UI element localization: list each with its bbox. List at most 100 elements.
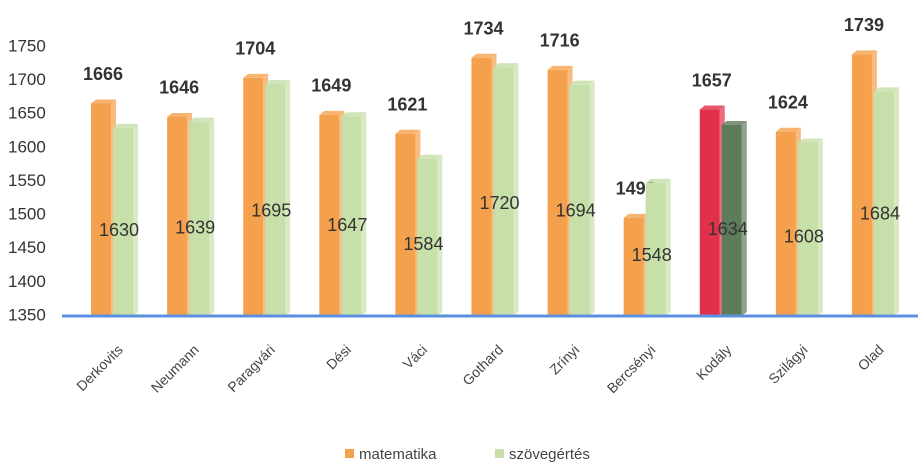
bar-top xyxy=(243,73,269,78)
bar-top xyxy=(417,154,443,159)
value-label: 1646 xyxy=(159,78,199,98)
y-tick-label: 1450 xyxy=(8,238,46,257)
legend-swatch xyxy=(495,449,504,458)
value-label: 1630 xyxy=(99,220,139,240)
bar-top xyxy=(623,213,649,218)
bar-side xyxy=(361,112,367,316)
bar-top xyxy=(113,123,139,128)
bar xyxy=(797,142,818,316)
y-tick-label: 1550 xyxy=(8,171,46,190)
x-tick-label: Bercsényi xyxy=(604,341,659,396)
y-tick-label: 1400 xyxy=(8,272,46,291)
bar xyxy=(319,114,340,316)
value-label: 1634 xyxy=(708,219,748,239)
x-tick-label: Olad xyxy=(854,341,886,373)
x-tick-label: Kodály xyxy=(693,341,735,383)
bar-top xyxy=(471,53,497,58)
bar xyxy=(471,57,492,316)
bar xyxy=(873,91,894,316)
bar-top xyxy=(721,121,747,126)
value-label: 1716 xyxy=(540,31,580,51)
legend-label: matematika xyxy=(359,446,437,463)
value-label: 1608 xyxy=(784,227,824,247)
bar-side xyxy=(741,121,747,316)
bar xyxy=(721,125,742,316)
bar-top xyxy=(493,63,519,68)
bar xyxy=(395,133,416,316)
x-tick-label: Gothard xyxy=(459,341,506,388)
value-label: 1647 xyxy=(327,215,367,235)
bar-top xyxy=(395,129,421,134)
bar-top xyxy=(167,112,193,117)
bar-side xyxy=(285,79,291,316)
bar xyxy=(493,67,514,316)
legend-swatch xyxy=(345,449,354,458)
value-label: 1739 xyxy=(844,15,884,35)
value-label: 1624 xyxy=(768,92,808,112)
value-label: 1621 xyxy=(387,95,427,115)
bar xyxy=(775,131,796,316)
x-tick-label: Zrínyi xyxy=(546,341,582,377)
bar xyxy=(851,54,872,317)
bar-top xyxy=(797,138,823,143)
value-label: 1584 xyxy=(403,234,443,254)
bar-side xyxy=(513,63,519,316)
x-tick-label: Neumann xyxy=(148,341,202,395)
bar xyxy=(341,116,362,316)
bar-side xyxy=(817,138,823,316)
y-tick-label: 1650 xyxy=(8,104,46,123)
bar xyxy=(167,116,188,316)
value-label: 1694 xyxy=(556,201,596,221)
bar xyxy=(699,109,720,316)
y-tick-label: 1750 xyxy=(8,36,46,55)
x-tick-label: Derkovits xyxy=(73,341,126,394)
bar-side xyxy=(893,87,899,316)
y-tick-label: 1500 xyxy=(8,205,46,224)
x-tick-label: Váci xyxy=(400,341,431,372)
bar-top xyxy=(189,117,215,122)
bar xyxy=(189,121,210,317)
bar-top xyxy=(645,178,671,183)
bar-side xyxy=(209,117,215,317)
bar xyxy=(113,127,134,316)
bar-top xyxy=(91,99,117,104)
bar xyxy=(623,217,644,316)
value-label: 1684 xyxy=(860,204,900,224)
bar-top xyxy=(873,87,899,92)
value-label: 1649 xyxy=(311,76,351,96)
y-tick-label: 1350 xyxy=(8,305,46,324)
bar xyxy=(569,84,590,316)
value-label: 1734 xyxy=(463,19,503,39)
x-tick-label: Paragvári xyxy=(224,341,278,395)
bar-top xyxy=(319,110,345,115)
value-label: 1720 xyxy=(479,193,519,213)
bar xyxy=(91,103,112,317)
value-label: 1548 xyxy=(632,245,672,265)
bar-top xyxy=(569,80,595,85)
bar xyxy=(547,69,568,317)
bar-top xyxy=(699,105,725,110)
value-label: 1657 xyxy=(692,70,732,90)
y-tick-label: 1600 xyxy=(8,137,46,156)
bar xyxy=(243,77,264,316)
legend-label: szövegértés xyxy=(509,446,590,463)
bar xyxy=(265,83,286,316)
y-tick-label: 1700 xyxy=(8,70,46,89)
bar-top xyxy=(775,127,801,132)
bar-side xyxy=(437,154,443,316)
value-label: 1666 xyxy=(83,64,123,84)
bar-top xyxy=(547,65,573,70)
bar-side xyxy=(589,80,595,316)
bar-side xyxy=(133,123,139,316)
bar-top xyxy=(265,79,291,84)
x-tick-label: Dési xyxy=(323,341,354,372)
bar xyxy=(645,182,666,316)
bar-top xyxy=(851,50,877,55)
value-label: 1704 xyxy=(235,39,275,59)
bar-top xyxy=(341,112,367,117)
bar xyxy=(417,158,438,316)
value-label: 1639 xyxy=(175,217,215,237)
value-label: 1695 xyxy=(251,200,291,220)
x-tick-label: Szilágyi xyxy=(765,341,810,386)
